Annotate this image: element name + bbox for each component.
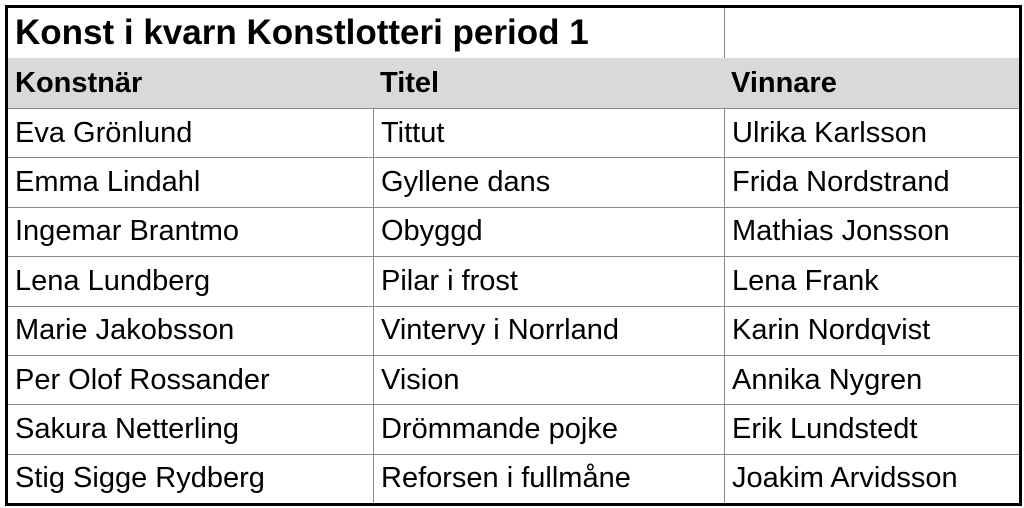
table-cell: Drömmande pojke <box>373 404 724 454</box>
table-cell: Tittut <box>373 108 724 158</box>
table-cell: Reforsen i fullmåne <box>373 453 724 504</box>
table-cell: Ingemar Brantmo <box>8 206 373 256</box>
table-cell: Erik Lundstedt <box>724 404 1019 454</box>
table: Konst i kvarn Konstlotteri period 1 Kons… <box>5 5 1022 506</box>
table-cell: Annika Nygren <box>724 355 1019 405</box>
table-cell: Gyllene dans <box>373 157 724 207</box>
table-cell: Joakim Arvidsson <box>724 453 1019 504</box>
table-cell: Obyggd <box>373 206 724 257</box>
table-cell: Lena Lundberg <box>8 256 373 305</box>
table-cell: Lena Frank <box>724 256 1019 306</box>
column-header: Konstnär <box>8 58 373 108</box>
table-cell: Mathias Jonsson <box>724 206 1019 257</box>
table-cell: Emma Lindahl <box>8 157 373 206</box>
table-cell: Per Olof Rossander <box>8 355 373 404</box>
column-header: Vinnare <box>724 58 1019 108</box>
table-cell: Karin Nordqvist <box>724 305 1019 355</box>
table-cell: Pilar i frost <box>373 256 724 306</box>
table-cell: Stig Sigge Rydberg <box>8 453 373 503</box>
table-cell: Vintervy i Norrland <box>373 305 724 355</box>
empty-cell <box>724 8 1019 58</box>
table-cell: Marie Jakobsson <box>8 305 373 355</box>
table-cell: Eva Grönlund <box>8 108 373 157</box>
table-cell: Ulrika Karlsson <box>724 108 1019 158</box>
column-header: Titel <box>373 58 724 108</box>
table-cell: Frida Nordstrand <box>724 157 1019 207</box>
table-cell: Vision <box>373 355 724 405</box>
table-cell: Sakura Netterling <box>8 404 373 453</box>
table-title: Konst i kvarn Konstlotteri period 1 <box>15 13 589 52</box>
